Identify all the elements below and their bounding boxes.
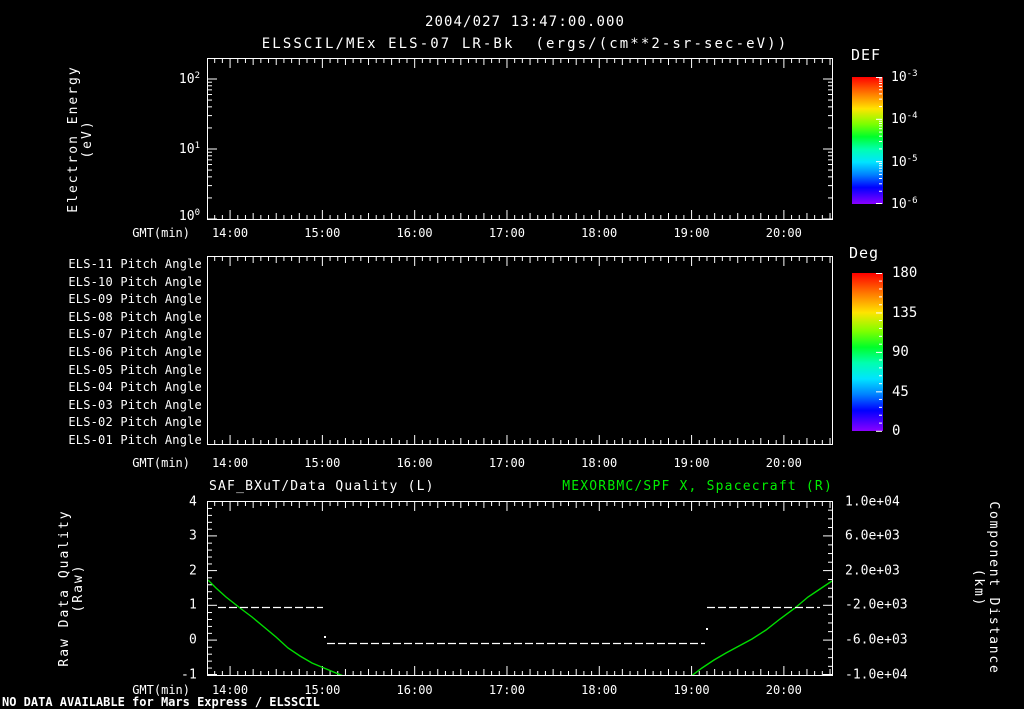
- time-tick-label: 15:00: [304, 456, 341, 470]
- time-tick-label: 14:00: [211, 456, 249, 470]
- pitch-angle-row-label: ELS-03 Pitch Angle: [68, 397, 202, 412]
- gmt-axis-label: GMT(min): [132, 226, 190, 240]
- time-tick-label: 20:00: [765, 456, 802, 470]
- spectrogram-panel: [207, 58, 833, 220]
- component-distance-ylabel: Component Distance (km): [971, 501, 1001, 675]
- pitch-angle-row-label: ELS-05 Pitch Angle: [68, 362, 202, 377]
- time-tick-label: 15:00: [304, 226, 341, 240]
- deg-colorbar-title: Deg: [849, 244, 880, 262]
- no-data-footer: NO DATA AVAILABLE for Mars Express / ELS…: [2, 695, 320, 709]
- pitch-angle-panel: [207, 256, 833, 445]
- deg-colorbar: [852, 273, 883, 431]
- time-tick-label: 19:00: [673, 226, 710, 240]
- panel3-right-title: MEXORBMC/SPF X, Spacecraft (R): [562, 479, 833, 494]
- timestamp-title: 2004/027 13:47:00.000: [424, 14, 626, 30]
- pitch-angle-row-label: ELS-06 Pitch Angle: [68, 345, 202, 359]
- pitch-angle-row-label: ELS-01 Pitch Angle: [68, 433, 202, 447]
- time-tick-label: 19:00: [673, 456, 710, 470]
- quality-tick-label: 3: [188, 528, 197, 544]
- distance-tick-label: 2.0e+03: [845, 563, 900, 579]
- panel1-ylabel: Electron Energy (eV): [66, 65, 95, 213]
- pitch-angle-row-label: ELS-02 Pitch Angle: [68, 415, 202, 430]
- time-tick-label: 17:00: [488, 226, 525, 240]
- time-tick-label: 20:00: [765, 683, 802, 697]
- time-tick-label: 18:00: [581, 226, 618, 240]
- time-tick-label: 14:00: [211, 226, 249, 240]
- gmt-axis-label: GMT(min): [132, 683, 190, 697]
- def-tick-label: 10-6: [891, 195, 918, 213]
- quality-tick-label: 1: [188, 597, 197, 613]
- def-tick-label: 10-5: [891, 153, 918, 171]
- pitch-angle-row-label: ELS-11 Pitch Angle: [68, 257, 202, 271]
- time-tick-label: 16:00: [396, 226, 433, 240]
- quality-tick-label: 2: [188, 563, 197, 579]
- time-tick-label: 14:00: [211, 683, 249, 697]
- pitch-angle-row-label: ELS-07 Pitch Angle: [68, 327, 202, 342]
- timeseries-panel: [207, 501, 833, 676]
- def-tick-label: 10-3: [891, 68, 918, 86]
- distance-tick-label: -1.0e+04: [845, 667, 908, 683]
- distance-tick-label: 6.0e+03: [845, 528, 900, 544]
- def-colorbar-title: DEF: [851, 46, 882, 64]
- time-tick-label: 17:00: [488, 683, 525, 697]
- time-tick-label: 19:00: [673, 683, 710, 697]
- time-tick-label: 16:00: [396, 456, 433, 470]
- time-tick-label: 17:00: [488, 456, 525, 470]
- time-tick-label: 16:00: [396, 683, 433, 697]
- log-tick-label: 100: [178, 207, 200, 225]
- quality-tick-label: -1: [180, 667, 197, 683]
- time-tick-label: 18:00: [581, 683, 618, 697]
- def-colorbar: [852, 77, 883, 204]
- plot-subtitle: ELSSCIL/MEx ELS-07 LR-Bk (ergs/(cm**2-sr…: [261, 36, 789, 52]
- pitch-angle-row-label: ELS-09 Pitch Angle: [68, 292, 202, 307]
- pitch-angle-row-label: ELS-08 Pitch Angle: [68, 309, 202, 324]
- quality-tick-label: 0: [188, 632, 197, 648]
- deg-tick-label: 135: [892, 304, 918, 321]
- deg-tick-label: 45: [892, 383, 909, 400]
- distance-tick-label: -2.0e+03: [845, 597, 908, 613]
- quality-tick-label: 4: [188, 494, 197, 509]
- gmt-axis-label: GMT(min): [132, 456, 190, 470]
- panel3-left-title: SAF_BXuT/Data Quality (L): [209, 479, 435, 494]
- pitch-angle-row-label: ELS-10 Pitch Angle: [68, 274, 202, 289]
- time-tick-label: 18:00: [581, 456, 618, 470]
- deg-tick-label: 180: [892, 265, 918, 281]
- time-tick-label: 20:00: [765, 226, 802, 240]
- pitch-angle-row-label: ELS-04 Pitch Angle: [68, 380, 202, 395]
- raw-quality-ylabel: Raw Data Quality (Raw): [57, 509, 86, 667]
- def-tick-label: 10-4: [891, 110, 918, 128]
- distance-tick-label: 1.0e+04: [845, 494, 900, 509]
- deg-tick-label: 0: [892, 423, 901, 439]
- log-tick-label: 101: [178, 140, 200, 158]
- deg-tick-label: 90: [892, 344, 909, 360]
- time-tick-label: 15:00: [304, 683, 341, 697]
- log-tick-label: 102: [178, 70, 200, 88]
- distance-tick-label: -6.0e+03: [845, 632, 908, 648]
